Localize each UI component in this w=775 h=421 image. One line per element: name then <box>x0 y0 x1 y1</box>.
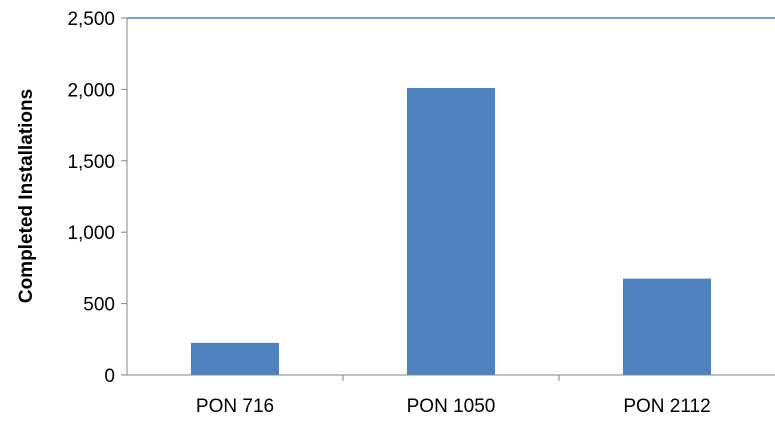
x-tick-label: PON 1050 <box>407 396 496 417</box>
x-tick-label: PON 716 <box>196 396 274 417</box>
x-tick-label: PON 2112 <box>623 396 710 417</box>
axes <box>126 17 775 376</box>
y-tick-label: 0 <box>104 366 115 387</box>
y-tick-label: 1,500 <box>67 152 115 173</box>
bar-pon-1050 <box>407 87 495 375</box>
y-axis-title: Completed Installations <box>16 89 37 303</box>
y-tick-label: 1,000 <box>67 223 115 244</box>
y-tick-label: 2,500 <box>67 9 115 30</box>
y-tick-labels: 0 500 1,000 1,500 2,000 2,500 <box>67 9 127 387</box>
bar-pon-716 <box>191 342 279 375</box>
bars <box>191 87 711 375</box>
y-tick-label: 2,000 <box>67 80 115 101</box>
x-tick-labels: PON 716 PON 1050 PON 2112 <box>196 375 711 417</box>
y-axis-title-group: Completed Installations <box>16 89 37 303</box>
bar-pon-2112 <box>623 278 711 375</box>
y-tick-label: 500 <box>83 295 115 316</box>
